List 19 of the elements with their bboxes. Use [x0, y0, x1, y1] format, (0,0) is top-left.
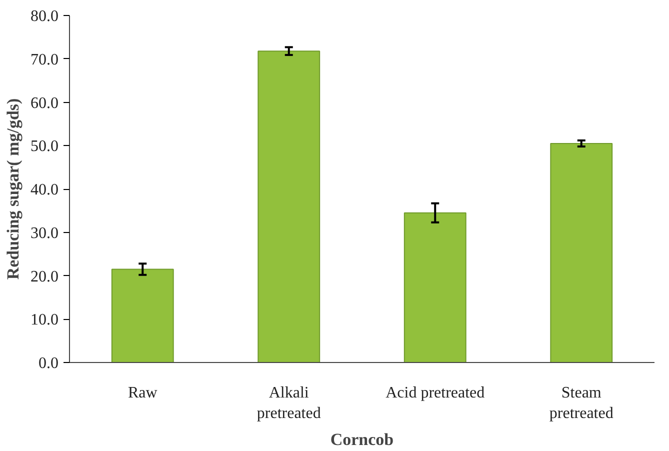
y-tick-label: 70.0 — [30, 51, 58, 68]
x-tick-label: Alkali pretreated — [256, 384, 321, 422]
x-tick-label: Acid pretreated — [386, 384, 485, 402]
x-tick-label: Steam pretreated — [549, 384, 614, 422]
x-tick-label: Raw — [128, 384, 158, 402]
x-axis-title: Corncob — [330, 430, 394, 449]
y-tick-label: 30.0 — [30, 224, 58, 242]
y-tick-label: 10.0 — [30, 312, 58, 329]
bar — [550, 142, 613, 362]
bar — [404, 212, 466, 362]
y-tick-label: 50.0 — [30, 138, 58, 156]
y-tick-label: 60.0 — [30, 94, 58, 112]
y-tick-label: 0.0 — [38, 355, 58, 372]
y-axis-title: Reducing sugar( mg/gds) — [4, 98, 22, 280]
bar — [111, 268, 174, 362]
bar — [258, 50, 320, 362]
y-tick-label: 20.0 — [30, 268, 58, 286]
y-tick-label: 80.0 — [30, 8, 58, 25]
y-tick-label: 40.0 — [30, 182, 58, 198]
